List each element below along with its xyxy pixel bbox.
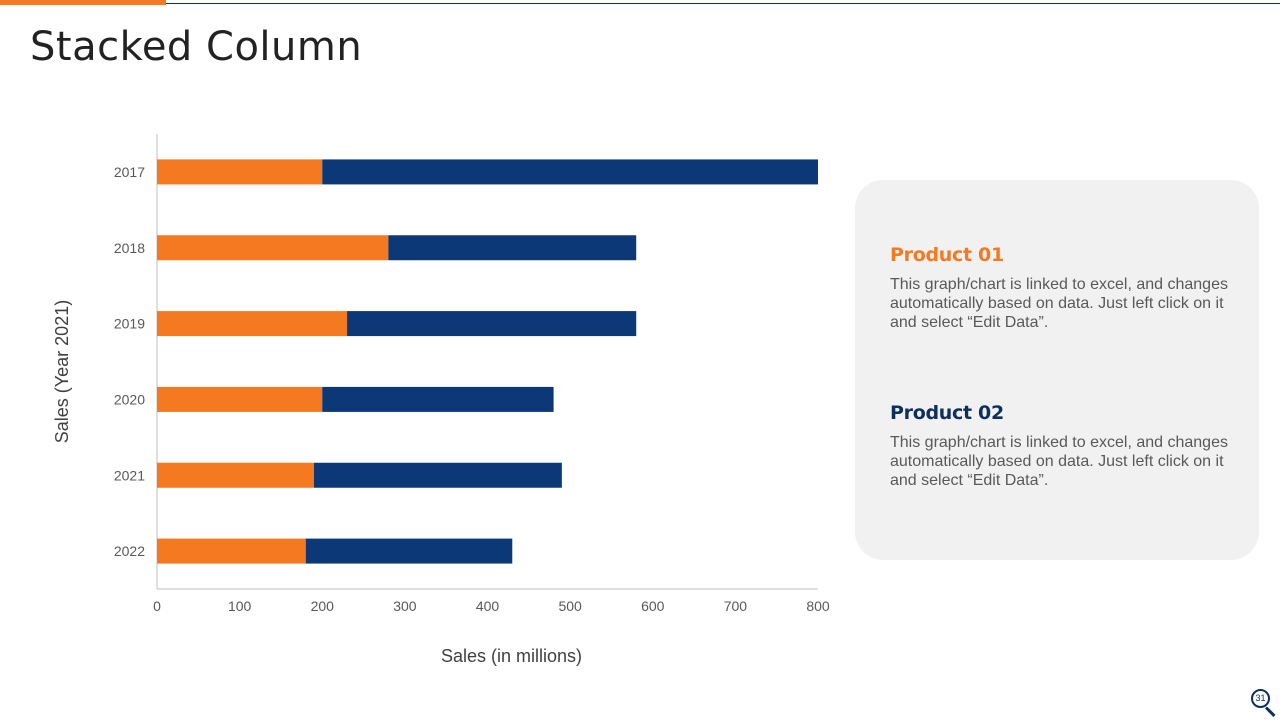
x-tick-label-500: 500 xyxy=(558,598,582,614)
x-tick-label-400: 400 xyxy=(476,598,500,614)
page-number-badge: 31 xyxy=(1251,689,1270,708)
x-tick-label-0: 0 xyxy=(153,598,161,614)
x-axis-title: Sales (in millions) xyxy=(441,646,582,666)
y-tick-label-2020: 2020 xyxy=(114,391,145,407)
bar-2018-series-1 xyxy=(157,235,389,261)
bar-2022-series-1 xyxy=(157,538,306,564)
bar-2017-series-2 xyxy=(322,159,818,185)
bar-2022-series-2 xyxy=(305,538,513,564)
top-accent-bar xyxy=(0,0,166,5)
product-info-panel: Product 01 This graph/chart is linked to… xyxy=(855,180,1259,560)
bar-2020-series-2 xyxy=(322,386,554,412)
x-tick-label-800: 800 xyxy=(806,598,830,614)
x-tick-label-700: 700 xyxy=(724,598,748,614)
y-axis-title: Sales (Year 2021) xyxy=(52,300,72,443)
y-tick-label-2022: 2022 xyxy=(114,543,145,559)
y-tick-label-2018: 2018 xyxy=(114,240,145,256)
y-tick-label-2017: 2017 xyxy=(114,164,145,180)
product-01-block: Product 01 This graph/chart is linked to… xyxy=(890,244,1230,332)
bar-2017-series-1 xyxy=(157,159,323,185)
product-02-description: This graph/chart is linked to excel, and… xyxy=(890,434,1228,489)
y-tick-label-2019: 2019 xyxy=(114,316,145,332)
x-tick-label-300: 300 xyxy=(393,598,417,614)
bar-2018-series-2 xyxy=(388,235,637,261)
y-tick-label-2021: 2021 xyxy=(114,467,145,483)
bar-2021-series-1 xyxy=(157,462,314,488)
x-tick-label-200: 200 xyxy=(311,598,335,614)
product-02-block: Product 02 This graph/chart is linked to… xyxy=(890,402,1230,490)
product-02-title: Product 02 xyxy=(890,402,1004,424)
x-tick-label-100: 100 xyxy=(228,598,252,614)
bar-2020-series-1 xyxy=(157,386,323,412)
bar-2021-series-2 xyxy=(313,462,562,488)
product-01-description: This graph/chart is linked to excel, and… xyxy=(890,276,1228,331)
x-tick-label-600: 600 xyxy=(641,598,665,614)
product-01-title: Product 01 xyxy=(890,244,1004,266)
stacked-bar-chart: 2017 2018 2019 2020 2021 2022 0 100 200 300 400 500… xyxy=(52,134,830,666)
bar-2019-series-1 xyxy=(157,311,348,337)
bar-2019-series-2 xyxy=(347,311,637,337)
top-rule xyxy=(0,3,1280,4)
slide-title: Stacked Column xyxy=(30,24,363,70)
magnifier-icon xyxy=(1264,706,1276,718)
